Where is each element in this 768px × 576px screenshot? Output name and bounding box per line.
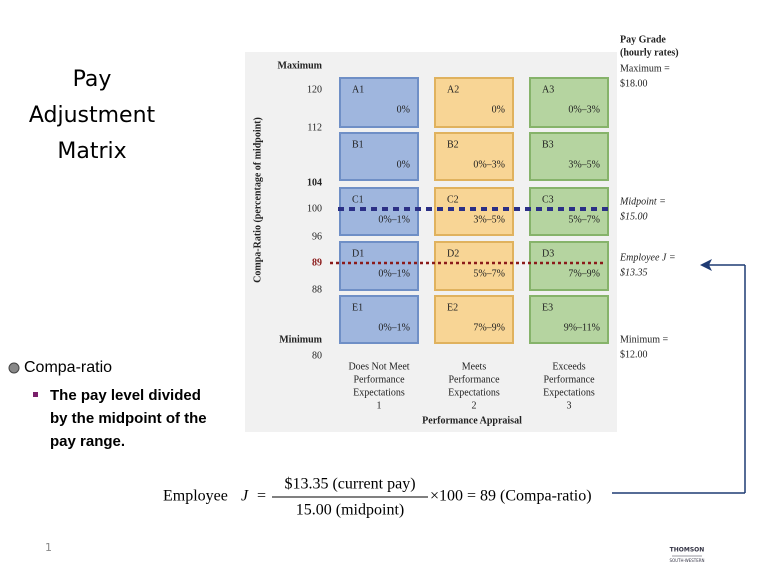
column-label: 1 (377, 400, 382, 411)
bullet-text: pay range. (50, 433, 125, 450)
cell (434, 187, 514, 236)
cell-range: 0% (397, 159, 410, 170)
bullet-text: The pay level divided (50, 387, 201, 404)
y-label: 88 (312, 284, 322, 295)
cell-range: 9%–11% (564, 322, 600, 333)
cell-range: 3%–5% (473, 214, 505, 225)
cell-code: B3 (542, 139, 554, 150)
column-label: Expectations (448, 387, 500, 398)
cell-range: 7%–9% (568, 268, 600, 279)
y-label: 96 (312, 231, 322, 242)
x-axis-label: Performance Appraisal (422, 415, 522, 426)
cell-code: E1 (352, 302, 363, 313)
cell-range: 5%–7% (568, 214, 600, 225)
cell-code: A2 (447, 84, 459, 95)
formula-lhs: Employee (163, 488, 228, 505)
formula-equals: = (257, 488, 266, 505)
cell (529, 77, 609, 128)
cell-range: 0%–1% (378, 268, 410, 279)
column-label: 2 (472, 400, 477, 411)
cell-code: C3 (542, 194, 554, 205)
title: Pay (73, 67, 112, 92)
cell (434, 77, 514, 128)
bullet-icon (8, 362, 20, 374)
cell-range: 7%–9% (473, 322, 505, 333)
pay-grade-label: Midpoint = (619, 196, 666, 207)
cell-range: 0%–1% (378, 322, 410, 333)
formula-variable: J (241, 488, 249, 505)
title: Matrix (57, 139, 126, 164)
column-label: Expectations (543, 387, 595, 398)
cell-code: E2 (447, 302, 458, 313)
cell-range: 0%–3% (568, 104, 600, 115)
bullet-heading: Compa-ratio (24, 359, 112, 376)
logo: THOMSON (670, 547, 705, 554)
formula-rhs: ×100 = 89 (Compa-ratio) (430, 488, 592, 505)
cell-code: B2 (447, 139, 459, 150)
cell (339, 187, 419, 236)
column-label: Meets (462, 361, 487, 372)
pay-grade-value: $12.00 (620, 349, 648, 360)
cell (339, 295, 419, 344)
page-number: 1 (45, 541, 52, 554)
y-label: Minimum (279, 334, 322, 345)
cell-code: D1 (352, 248, 364, 259)
cell-code: D2 (447, 248, 459, 259)
sub-bullet-icon (33, 392, 38, 397)
pay-grade-label: Maximum = (620, 63, 670, 74)
y-label: 104 (307, 177, 322, 188)
formula-numerator: $13.35 (current pay) (284, 476, 415, 493)
column-label: Performance (353, 374, 405, 385)
column-label: Performance (448, 374, 500, 385)
pay-grade-label: Employee J = (619, 252, 676, 263)
cell-range: 3%–5% (568, 159, 600, 170)
column-label: Expectations (353, 387, 405, 398)
cell (434, 241, 514, 291)
cell-code: D3 (542, 248, 554, 259)
title: Adjustment (29, 103, 156, 128)
column-label: Does Not Meet (348, 361, 409, 372)
cell (529, 132, 609, 181)
cell-range: 0%–1% (378, 214, 410, 225)
cell (339, 241, 419, 291)
cell (339, 77, 419, 128)
y-label: 89 (312, 257, 322, 268)
pay-grade-value: $18.00 (620, 78, 648, 89)
pay-grade-heading: Pay Grade (620, 34, 666, 45)
cell (434, 132, 514, 181)
y-axis-label: Compa-Ratio (percentage of midpoint) (252, 117, 263, 283)
cell-range: 5%–7% (473, 268, 505, 279)
pay-grade-heading: (hourly rates) (620, 47, 679, 58)
pay-grade-value: $13.35 (620, 267, 648, 278)
formula-denominator: 15.00 (midpoint) (296, 502, 404, 519)
cell-range: 0% (397, 104, 410, 115)
pay-grade-value: $15.00 (620, 211, 648, 222)
cell-range: 0% (492, 104, 505, 115)
cell-code: E3 (542, 302, 553, 313)
bullet-text: by the midpoint of the (50, 410, 207, 427)
column-label: Exceeds (552, 361, 585, 372)
cell-code: C2 (447, 194, 459, 205)
cell (529, 241, 609, 291)
cell (434, 295, 514, 344)
cell-range: 0%–3% (473, 159, 505, 170)
arrowhead (700, 259, 712, 271)
y-label: 80 (312, 350, 322, 361)
cell (339, 132, 419, 181)
cell-code: B1 (352, 139, 364, 150)
logo: SOUTH-WESTERN (669, 558, 704, 563)
y-label: 112 (307, 122, 322, 133)
cell-code: A3 (542, 84, 554, 95)
y-label: 100 (307, 203, 322, 214)
cell-code: C1 (352, 194, 364, 205)
cell-code: A1 (352, 84, 364, 95)
column-label: Performance (543, 374, 595, 385)
column-label: 3 (567, 400, 572, 411)
y-label: 120 (307, 84, 322, 95)
y-label: Maximum (278, 60, 323, 71)
cell (529, 187, 609, 236)
cell (529, 295, 609, 344)
pay-grade-label: Minimum = (620, 334, 669, 345)
